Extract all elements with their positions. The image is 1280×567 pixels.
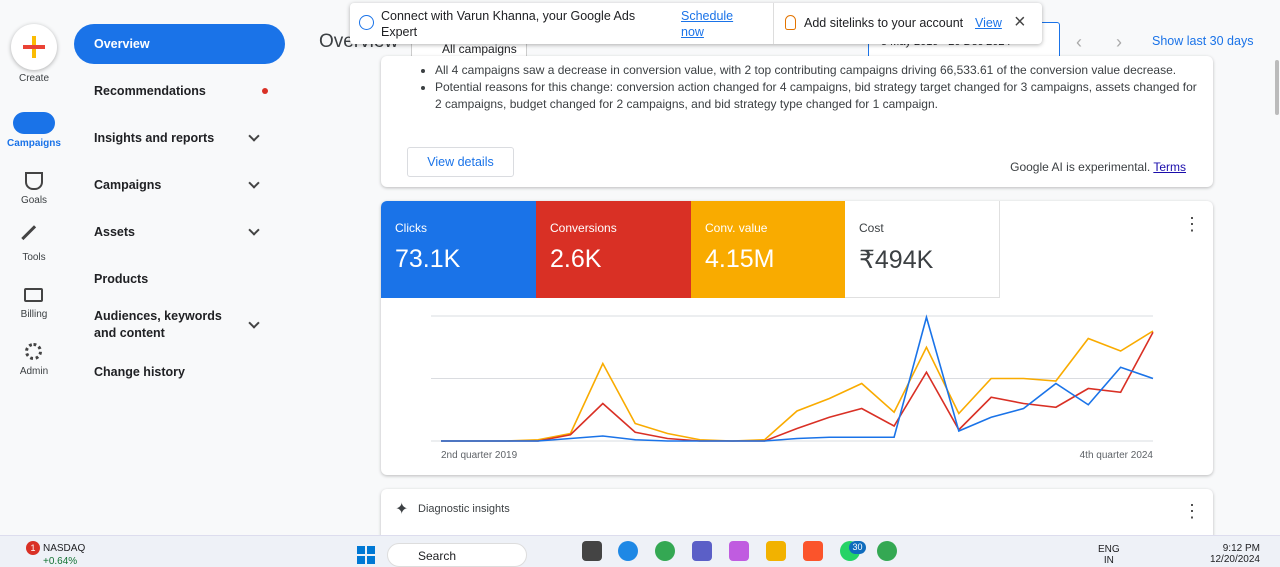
- nav-item[interactable]: Recommendations: [94, 84, 206, 98]
- series-line: [441, 331, 1154, 442]
- search-box[interactable]: Search: [387, 543, 527, 567]
- date: 12/20/2024: [1209, 554, 1260, 565]
- prev[interactable]: ‹: [1076, 32, 1082, 52]
- bullet: All 4 campaigns saw a decrease in conver…: [435, 62, 1203, 79]
- start[interactable]: [357, 546, 375, 564]
- app[interactable]: [618, 541, 638, 561]
- rail-label[interactable]: Goals: [20, 195, 48, 206]
- app[interactable]: [729, 541, 749, 561]
- bullet: Potential reasons for this change: conve…: [435, 79, 1203, 113]
- series-line: [441, 314, 1154, 442]
- app[interactable]: [877, 541, 897, 561]
- rail-label[interactable]: Admin: [19, 366, 49, 377]
- metric-tile[interactable]: Clicks 73.1K: [381, 201, 536, 298]
- ticker[interactable]: NASDAQ: [43, 543, 86, 554]
- icon: [21, 225, 47, 251]
- metric-name: Conv. value: [705, 221, 768, 235]
- icon: [25, 343, 42, 360]
- metric-name: Conversions: [550, 221, 617, 235]
- metric-name: Clicks: [395, 221, 427, 235]
- nav-item[interactable]: Change history: [94, 365, 185, 379]
- rail-label[interactable]: Create: [18, 73, 49, 84]
- more-menu[interactable]: ⋮: [1183, 501, 1201, 521]
- metric-tile[interactable]: Conversions 2.6K: [536, 201, 691, 298]
- dot: [262, 88, 268, 94]
- disclaimer: Google AI is experimental. Terms: [1010, 160, 1186, 174]
- chart: 2nd quarter 2019 4th quarter 2024: [431, 314, 1154, 461]
- nav-item[interactable]: Campaigns: [94, 178, 162, 192]
- metric-value: 4.15M: [705, 245, 775, 273]
- ticker-change: +0.64%: [43, 556, 78, 567]
- metric-tile[interactable]: Conv. value 4.15M: [691, 201, 846, 298]
- clock[interactable]: 9:12 PM 12/20/2024: [1200, 543, 1260, 565]
- region: IN: [1103, 555, 1114, 566]
- app[interactable]: [655, 541, 675, 561]
- chevron[interactable]: [248, 317, 260, 329]
- metric-value: ₹494K: [859, 246, 934, 274]
- x-tick-label: 4th quarter 2024: [1080, 450, 1154, 461]
- link[interactable]: View: [975, 16, 1002, 30]
- metric-tile[interactable]: Cost ₹494K: [845, 201, 1000, 298]
- nav-item[interactable]: Products: [94, 272, 149, 286]
- icon: [25, 172, 43, 190]
- series-line: [441, 330, 1154, 442]
- performance-card: Clicks 73.1K Conversions 2.6K Conv. value 4…: [381, 201, 1213, 475]
- badge: 30: [849, 541, 866, 554]
- scrollbar: [1275, 60, 1279, 115]
- app[interactable]: [582, 541, 602, 561]
- link[interactable]: Schedule now: [681, 9, 734, 39]
- app[interactable]: [803, 541, 823, 561]
- app[interactable]: [766, 541, 786, 561]
- banner-text: Add sitelinks to your account: [804, 16, 964, 30]
- chevron[interactable]: [248, 177, 260, 189]
- app[interactable]: [692, 541, 712, 561]
- metric-value: 73.1K: [395, 245, 461, 273]
- nav-selected[interactable]: [74, 24, 285, 64]
- close[interactable]: ×: [1014, 11, 1026, 33]
- diagnostic-title: Diagnostic insights: [418, 503, 510, 515]
- show-last[interactable]: Show last 30 days: [1152, 34, 1254, 48]
- lang-code: ENG: [1098, 544, 1120, 555]
- view-details[interactable]: View details: [407, 147, 514, 177]
- rail-label[interactable]: Billing: [20, 309, 48, 320]
- more-menu[interactable]: ⋮: [1183, 214, 1201, 234]
- icon: [24, 288, 43, 302]
- terms[interactable]: Terms: [1153, 160, 1186, 174]
- taskbar: [0, 535, 1280, 567]
- campaigns-icon[interactable]: [13, 112, 55, 134]
- disclaimer-text: Google AI is experimental.: [1010, 160, 1151, 174]
- notification: Connect with Varun Khanna, your Google A…: [350, 3, 1042, 44]
- nav-item[interactable]: Audiences, keywords and content: [94, 309, 222, 340]
- chevron[interactable]: [248, 224, 260, 236]
- metric-name: Cost: [859, 221, 884, 235]
- metric-value: 2.6K: [550, 245, 602, 273]
- rail-label[interactable]: Tools: [22, 252, 46, 263]
- nav-item[interactable]: Overview: [94, 37, 150, 51]
- rail-label[interactable]: Campaigns: [7, 138, 61, 149]
- chevron[interactable]: [248, 130, 260, 142]
- lang[interactable]: ENG IN: [1098, 544, 1120, 566]
- badge: 1: [26, 541, 40, 555]
- create-button[interactable]: [11, 24, 57, 70]
- time: 9:12 PM: [1222, 543, 1260, 554]
- notification-text: Connect with Varun Khanna, your Google A…: [381, 9, 636, 39]
- nav-item[interactable]: Insights and reports: [94, 131, 215, 145]
- nav-item[interactable]: Assets: [94, 225, 135, 239]
- insights-card: All 4 campaigns saw a decrease in conver…: [381, 56, 1213, 187]
- x-tick-label: 2nd quarter 2019: [441, 450, 518, 461]
- next[interactable]: ›: [1116, 32, 1122, 52]
